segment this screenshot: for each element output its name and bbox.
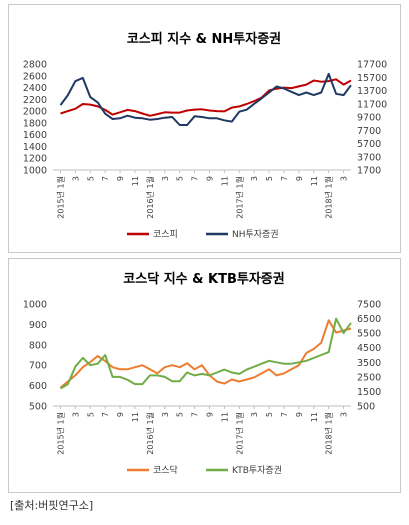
right-axis-tick-label: 15700 <box>357 73 387 84</box>
legend-item-1: 코스닥 <box>127 465 178 476</box>
x-axis-tick-label: 5 <box>265 412 274 417</box>
right-axis-tick-label: 13700 <box>357 86 387 97</box>
legend-label: KTB투자증권 <box>232 464 282 476</box>
x-axis-tick-label: 3 <box>340 412 349 417</box>
x-axis-tick-label: 2016년 1월 <box>145 412 155 455</box>
x-axis-tick-label: 11 <box>131 412 140 422</box>
right-axis-tick-label: 5500 <box>357 329 381 340</box>
legend-item-1: 코스피 <box>127 229 178 240</box>
left-axis-tick-label: 2600 <box>23 71 47 82</box>
chart-title: 코스피 지수 & NH투자증권 <box>127 32 281 47</box>
legend-label: NH투자증권 <box>232 228 279 240</box>
series-line-1 <box>60 78 352 117</box>
x-axis-tick-label: 11 <box>131 176 140 186</box>
x-axis-tick-label: 2016년 1월 <box>145 176 155 219</box>
right-axis-tick-label: 7700 <box>357 126 381 137</box>
left-axis-tick-label: 2400 <box>23 83 47 94</box>
x-axis-tick-label: 3 <box>250 176 259 181</box>
legend-item-2: NH투자증권 <box>206 228 279 240</box>
x-axis-tick-label: 5 <box>86 412 95 417</box>
x-axis-tick-label: 9 <box>205 412 214 417</box>
x-axis-tick-label: 5 <box>176 176 185 181</box>
kospi-nh-chart: 코스피 지수 & NH투자증권1000120014001600180020002… <box>23 32 387 240</box>
legend-label: 코스피 <box>153 229 178 240</box>
x-axis-tick-label: 3 <box>250 412 259 417</box>
right-axis-tick-label: 11700 <box>357 99 387 110</box>
kosdaq-ktb-chart-panel: 코스닥 지수 & KTB투자증권 500 600 700 800 900 1000 500 15… <box>8 258 401 493</box>
x-axis-tick-label: 2017년 1월 <box>234 176 244 219</box>
kosdaq-ktb-chart: 코스닥 지수 & KTB투자증권 500 600 700 800 900 1000 500 15… <box>23 271 381 476</box>
right-axis-tick-label: 7500 <box>357 300 381 311</box>
series-line-2 <box>59 317 352 390</box>
kospi-nh-chart-panel: 코스피 지수 & NH투자증권 1000 1200 1400 1600 1800 2000 2… <box>8 4 401 253</box>
right-axis-tick-label: 9700 <box>357 113 381 124</box>
right-axis-tick-label: 5700 <box>357 139 381 150</box>
left-axis-tick-label: 1600 <box>23 130 47 141</box>
x-axis-tick-label: 5 <box>86 176 95 181</box>
x-axis-tick-label: 9 <box>295 176 304 181</box>
x-axis-tick-label: 9 <box>116 412 125 417</box>
x-axis-tick-label: 2017년 1월 <box>234 412 244 455</box>
x-axis-tick-label: 2018년 1월 <box>324 176 334 219</box>
left-axis-tick-label: 800 <box>29 340 47 351</box>
left-axis-tick-label: 900 <box>29 320 47 331</box>
series-line-1 <box>59 319 352 389</box>
x-axis-tick-label: 3 <box>71 412 80 417</box>
left-axis-tick-label: 2800 <box>23 60 47 71</box>
legend-item-2: KTB투자증권 <box>206 464 282 476</box>
x-axis-tick-label: 11 <box>220 412 229 422</box>
x-axis-tick-label: 7 <box>191 176 200 181</box>
source-caption: [출처:버핏연구소] <box>10 499 94 512</box>
right-axis-tick-label: 3700 <box>357 152 381 163</box>
x-axis-tick-label: 9 <box>116 176 125 181</box>
x-axis-tick-label: 3 <box>340 176 349 181</box>
x-axis-tick-label: 5 <box>265 176 274 181</box>
right-axis-tick-label: 1700 <box>357 166 381 177</box>
left-axis-tick-label: 2200 <box>23 95 47 106</box>
right-axis-tick-label: 2500 <box>357 372 381 383</box>
left-axis-tick-label: 1200 <box>23 154 47 165</box>
x-axis-tick-label: 2015년 1월 <box>55 412 65 455</box>
x-axis-tick-label: 7 <box>191 412 200 417</box>
x-axis-tick-label: 11 <box>310 176 319 186</box>
left-axis-tick-label: 1000 <box>23 300 47 311</box>
x-axis-tick-label: 9 <box>295 412 304 417</box>
x-axis-tick-label: 7 <box>280 412 289 417</box>
x-axis-tick-label: 3 <box>161 412 170 417</box>
right-axis-tick-label: 4500 <box>357 343 381 354</box>
left-axis-tick-label: 500 <box>29 402 47 413</box>
x-axis-tick-label: 2015년 1월 <box>55 176 65 219</box>
right-axis-tick-label: 17700 <box>357 60 387 71</box>
left-axis-tick-label: 1400 <box>23 142 47 153</box>
x-axis-tick-label: 3 <box>71 176 80 181</box>
x-axis-tick-label: 7 <box>101 176 110 181</box>
x-axis-tick-label: 11 <box>310 412 319 422</box>
left-axis-tick-label: 700 <box>29 361 47 372</box>
x-axis-tick-label: 7 <box>280 176 289 181</box>
left-axis-tick-label: 600 <box>29 381 47 392</box>
series-line-2 <box>59 72 352 126</box>
chart-title: 코스닥 지수 & KTB투자증권 <box>123 271 284 287</box>
x-axis-tick-label: 5 <box>176 412 185 417</box>
right-axis-tick-label: 1500 <box>357 387 381 398</box>
x-axis-tick-label: 3 <box>161 176 170 181</box>
left-axis-tick-label: 1000 <box>23 166 47 177</box>
x-axis-tick-label: 2018년 1월 <box>324 412 334 455</box>
left-axis-tick-label: 2000 <box>23 107 47 118</box>
right-axis-tick-label: 6500 <box>357 314 381 325</box>
right-axis-tick-label: 500 <box>357 402 375 413</box>
x-axis-tick-label: 9 <box>205 176 214 181</box>
x-axis-tick-label: 11 <box>220 176 229 186</box>
legend-label: 코스닥 <box>153 465 178 476</box>
right-axis-tick-label: 3500 <box>357 358 381 369</box>
left-axis-tick-label: 1800 <box>23 118 47 129</box>
x-axis-tick-label: 7 <box>101 412 110 417</box>
